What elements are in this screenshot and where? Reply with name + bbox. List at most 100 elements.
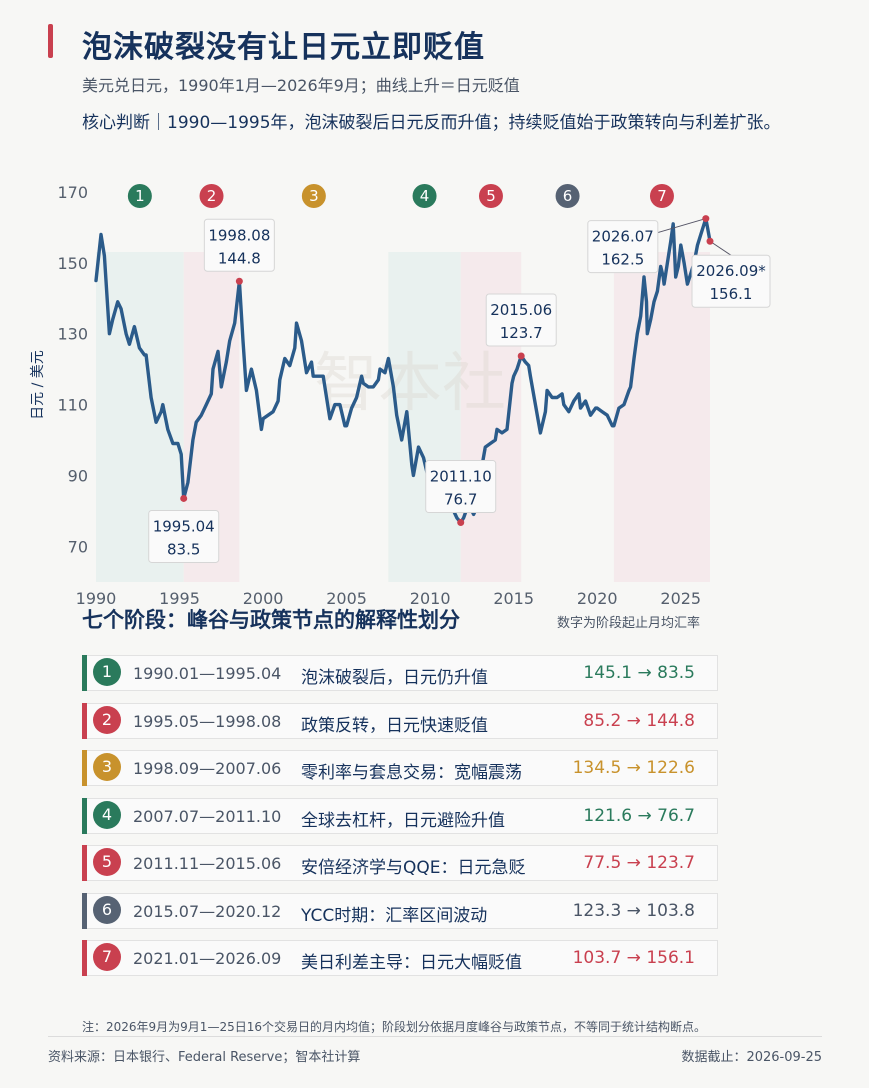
svg-text:123.7: 123.7 [500, 324, 543, 342]
x-tick-label: 2015 [493, 589, 534, 605]
phase-row-accent [82, 845, 87, 881]
phase-description: 泡沫破裂后，日元仍升值 [301, 668, 488, 688]
phase-range: 103.7 → 156.1 [572, 948, 695, 968]
phase-range: 77.5 → 123.7 [583, 853, 695, 873]
usdjpy-line [94, 216, 712, 525]
phase-range: 123.3 → 103.8 [572, 900, 695, 921]
source-text: 资料来源：日本银行、Federal Reserve；智本社计算 [48, 1050, 361, 1065]
svg-text:2026.07: 2026.07 [592, 228, 654, 246]
svg-text:83.5: 83.5 [167, 540, 200, 558]
annotation-5: 2026.09* 156.1 [691, 237, 771, 308]
phase-row-accent [82, 797, 87, 834]
x-tick-label: 1990 [76, 589, 117, 605]
phase-row-accent [82, 750, 87, 786]
y-tick-label: 170 [57, 183, 88, 202]
phase-marker-4: 4 [412, 184, 437, 208]
phase-number-badge: 2 [93, 705, 121, 734]
phase-range: 134.5 → 122.6 [572, 758, 695, 778]
phase-marker-3: 3 [301, 184, 326, 208]
svg-text:5: 5 [486, 187, 496, 205]
section-note: 数字为阶段起止月均汇率 [557, 616, 701, 631]
title-accent-bar [48, 24, 53, 58]
core-judgment: 核心判断｜1990—1995年，泡沫破裂后日元反而升值；持续贬值始于政策转向与利… [82, 113, 781, 133]
phase-period: 2021.01—2026.09 [133, 949, 282, 968]
phase-range: 121.6 → 76.7 [583, 805, 695, 826]
svg-text:4: 4 [420, 187, 430, 205]
phase-marker-2: 2 [199, 184, 224, 208]
x-tick-label: 2005 [326, 589, 367, 605]
phase-row: 6 2015.07—2020.12 YCC时期：汇率区间波动 123.3 → 103.… [82, 892, 718, 929]
annotation-2: 2011.10 76.7 [425, 460, 497, 527]
phase-description: YCC时期：汇率区间波动 [301, 905, 488, 926]
x-axis-ticks: 1990 1995 2000 2005 2010 2015 2020 2025 [76, 589, 701, 605]
phase-range: 145.1 → 83.5 [583, 663, 695, 683]
phase-band-4 [388, 252, 461, 582]
footnote: 注：2026年9月为9月1—25日16个交易日的月内均值；阶段划分依据月度峰谷与… [82, 1020, 706, 1034]
phase-markers: 1 2 3 4 5 6 7 [127, 184, 674, 208]
phase-row-accent [82, 655, 87, 691]
phase-period: 1998.09—2007.06 [133, 759, 282, 778]
phase-row-accent [82, 892, 87, 929]
phase-description: 安倍经济学与QQE：日元急贬 [301, 858, 526, 878]
phase-description: 零利率与套息交易：宽幅震荡 [301, 763, 522, 783]
svg-text:3: 3 [309, 187, 319, 205]
x-tick-label: 2000 [243, 589, 284, 605]
svg-text:76.7: 76.7 [444, 491, 477, 509]
phase-row: 2 1995.05—1998.08 政策反转，日元快速贬值 85.2 → 144.8 [82, 702, 718, 739]
watermark: 智本社 [314, 347, 506, 421]
y-axis-ticks: 70 90 110 130 150 170 [57, 183, 88, 556]
as-of-date: 数据截止：2026-09-25 [681, 1050, 822, 1065]
phase-number-badge: 3 [93, 753, 121, 781]
phase-marker-6: 6 [555, 184, 580, 208]
phase-row-accent [82, 702, 87, 739]
footer-divider [48, 1036, 822, 1037]
page-subtitle: 美元兑日元，1990年1月—2026年9月；曲线上升＝日元贬值 [82, 76, 520, 95]
phase-number-badge: 4 [93, 800, 121, 829]
phase-description: 美日利差主导：日元大幅贬值 [301, 953, 522, 973]
y-tick-label: 90 [68, 466, 88, 485]
phase-row-accent [82, 940, 87, 976]
svg-text:2026.09*: 2026.09* [696, 262, 766, 280]
phase-number-badge: 5 [93, 848, 121, 876]
annotation-0: 1995.04 83.5 [148, 494, 220, 563]
x-tick-label: 1995 [159, 589, 200, 605]
phase-description: 全球去杠杆，日元避险升值 [301, 810, 505, 831]
svg-text:6: 6 [563, 187, 573, 205]
phase-number-badge: 6 [93, 895, 121, 924]
exchange-rate-chart: 智本社 70 90 110 130 150 170 1990 1995 2000 2005 201… [30, 183, 771, 605]
annotation-4: 2026.07 162.5 [587, 215, 710, 274]
y-axis-label: 日元 / 美元 [30, 350, 46, 420]
annotation-1: 1998.08 144.8 [203, 218, 275, 285]
phase-period: 2011.11—2015.06 [133, 854, 282, 873]
y-tick-label: 110 [57, 396, 88, 415]
svg-text:162.5: 162.5 [601, 251, 644, 269]
y-tick-label: 130 [57, 325, 88, 344]
phase-range: 85.2 → 144.8 [583, 710, 695, 731]
annotation-3: 2015.06 123.7 [485, 293, 557, 360]
phase-row: 4 2007.07—2011.10 全球去杠杆，日元避险升值 121.6 → 76.7 [82, 797, 718, 834]
phase-row: 3 1998.09—2007.06 零利率与套息交易：宽幅震荡 134.5 → 122… [82, 750, 718, 786]
svg-text:1998.08: 1998.08 [208, 226, 270, 244]
svg-text:7: 7 [657, 187, 667, 205]
phase-description: 政策反转，日元快速贬值 [301, 715, 488, 736]
y-tick-label: 70 [68, 537, 88, 556]
svg-text:1995.04: 1995.04 [153, 517, 215, 535]
x-tick-label: 2020 [577, 589, 618, 605]
x-tick-label: 2010 [410, 589, 451, 605]
phase-period: 2007.07—2011.10 [133, 806, 282, 826]
svg-text:1: 1 [135, 187, 145, 205]
phase-row: 7 2021.01—2026.09 美日利差主导：日元大幅贬值 103.7 → 156… [82, 940, 718, 976]
svg-text:2011.10: 2011.10 [430, 468, 492, 486]
svg-text:156.1: 156.1 [710, 285, 753, 303]
section-title: 七个阶段：峰谷与政策节点的解释性划分 [82, 608, 460, 632]
phase-number-badge: 7 [93, 943, 121, 971]
y-tick-label: 150 [57, 254, 88, 273]
page-title: 泡沫破裂没有让日元立即贬值 [82, 30, 485, 65]
phase-marker-7: 7 [649, 184, 674, 208]
phase-row: 1 1990.01—1995.04 泡沫破裂后，日元仍升值 145.1 → 83.5 [82, 655, 718, 691]
phase-row: 5 2011.11—2015.06 安倍经济学与QQE：日元急贬 77.5 → 123… [82, 845, 718, 881]
phase-period: 1990.01—1995.04 [133, 664, 282, 683]
annotations: 1995.04 83.5 1998.08 144.8 2011.10 76.7 2015.0… [148, 215, 771, 563]
phase-marker-1: 1 [127, 184, 152, 208]
svg-text:144.8: 144.8 [218, 249, 261, 267]
